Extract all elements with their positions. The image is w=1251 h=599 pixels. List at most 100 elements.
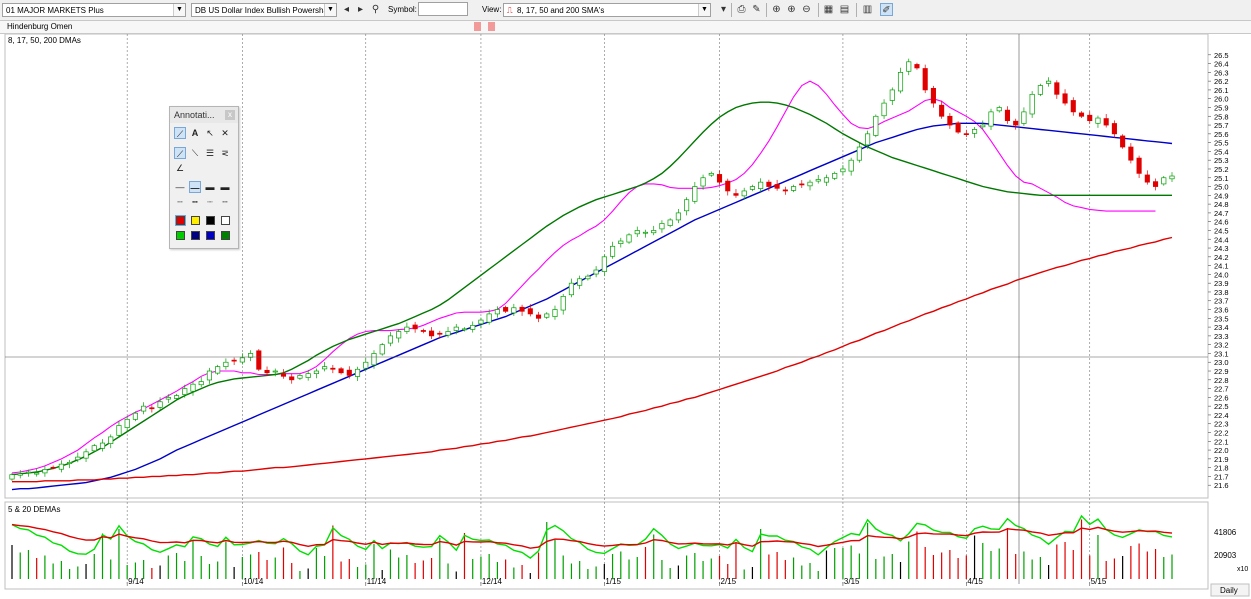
annotation-panel-titlebar[interactable]: Annotati... x: [170, 107, 238, 123]
candle-body: [675, 212, 681, 221]
candle-body: [149, 407, 155, 410]
price-tick-label: 24.4: [1214, 235, 1229, 244]
price-tick-label: 23.4: [1214, 323, 1229, 332]
price-panel-title: 8, 17, 50, 200 DMAs: [8, 36, 81, 45]
dash-dot-line-icon[interactable]: ┅: [192, 197, 198, 207]
candle-body: [132, 412, 138, 420]
chevron-down-icon[interactable]: ▼: [173, 4, 185, 16]
price-tick-label: 22.6: [1214, 393, 1229, 402]
candle-body: [437, 332, 443, 335]
edit-icon[interactable]: ✎: [752, 4, 761, 15]
color-swatch-yellow[interactable]: [191, 216, 200, 225]
line-tool-icon[interactable]: ⟋: [174, 127, 186, 139]
candle-body: [486, 313, 492, 323]
candle-body: [955, 122, 961, 133]
trendline-icon[interactable]: ⟋: [174, 147, 186, 159]
printer-icon[interactable]: ⎙: [737, 4, 746, 15]
list-combo[interactable]: 01 MAJOR MARKETS Plus ▼: [2, 3, 186, 17]
grid-icon[interactable]: ▦: [823, 4, 834, 15]
candle-body: [503, 307, 509, 312]
thin-line-icon[interactable]: —: [175, 182, 185, 192]
sma-50-line: [11, 122, 1173, 491]
candle-body: [420, 330, 426, 332]
annotation-tool-icon[interactable]: ✐: [880, 3, 893, 16]
candle-body: [124, 418, 130, 428]
candle-body: [280, 373, 287, 377]
candle-body: [108, 436, 114, 444]
price-tick-label: 23.0: [1214, 358, 1229, 367]
candle-body: [749, 186, 755, 190]
annotation-panel: Annotati... x ⟋ A ↖ ✕ ⟋ ⟍ ☰ ⋜ ∠ — — ▬ ▬ ┄…: [169, 106, 239, 249]
candle-body: [363, 361, 369, 369]
chevron-down-icon[interactable]: ▼: [324, 4, 336, 16]
chevron-down-icon[interactable]: ▼: [698, 4, 710, 16]
price-tick-label: 25.9: [1214, 103, 1229, 112]
date-tick-label: 1/15: [605, 577, 621, 586]
candle-body: [215, 366, 221, 374]
candle-body: [692, 186, 698, 202]
date-tick-label: 2/15: [721, 577, 737, 586]
binoculars-icon[interactable]: ⚲: [371, 4, 380, 15]
candle-body: [856, 146, 862, 161]
date-tick-label: 3/15: [844, 577, 860, 586]
thick-line-icon[interactable]: ▬: [205, 182, 215, 192]
candle-body: [972, 129, 978, 134]
security-combo-value: DB US Dollar Index Bullish Powershare: [195, 6, 336, 15]
dashed-line-icon[interactable]: ┄: [177, 197, 183, 207]
price-tick-label: 23.8: [1214, 288, 1229, 297]
channel-icon[interactable]: ☰: [205, 148, 215, 158]
candle-body: [1021, 111, 1027, 124]
date-tick-label: 9/14: [128, 577, 144, 586]
next-icon[interactable]: ▸: [357, 4, 364, 15]
candle-body: [470, 324, 476, 330]
color-swatch-red[interactable]: [175, 215, 186, 226]
symbol-input[interactable]: [418, 2, 468, 16]
columns-icon[interactable]: ▥: [862, 4, 873, 15]
candle-body: [708, 173, 714, 176]
fan-icon[interactable]: ⋜: [221, 148, 229, 158]
prev-icon[interactable]: ◂: [343, 4, 350, 15]
list-icon[interactable]: ▤: [839, 4, 850, 15]
security-combo[interactable]: DB US Dollar Index Bullish Powershare ▼: [191, 3, 337, 17]
candle-body: [1087, 114, 1093, 122]
candle-body: [733, 193, 739, 196]
color-swatch-white[interactable]: [221, 216, 230, 225]
candles: [9, 58, 1175, 481]
long-dash-line-icon[interactable]: ╌: [222, 197, 228, 207]
color-swatch-black[interactable]: [206, 216, 215, 225]
price-tick-label: 22.1: [1214, 437, 1229, 446]
candle-body: [807, 181, 813, 187]
candle-body: [182, 388, 188, 395]
candle-body: [404, 326, 410, 332]
dotted-line-icon[interactable]: ┈: [207, 197, 213, 207]
candle-body: [453, 326, 459, 331]
color-swatch-blue[interactable]: [206, 231, 215, 240]
candle-body: [815, 179, 821, 182]
thickest-line-icon[interactable]: ▬: [220, 182, 230, 192]
view-combo[interactable]: ⎍ 8, 17, 50 and 200 SMA's ▼: [503, 3, 711, 17]
medium-line-icon[interactable]: —: [189, 181, 201, 193]
period-box[interactable]: [1210, 583, 1250, 597]
diagonal-line-icon[interactable]: ⟍: [191, 148, 199, 158]
candle-body: [272, 370, 278, 373]
volume-bars: [11, 519, 1173, 579]
pointer-icon[interactable]: ↖: [206, 128, 214, 138]
price-chart[interactable]: 21.621.721.821.922.022.122.222.322.422.5…: [0, 34, 1251, 599]
color-swatch-dark-green[interactable]: [221, 231, 230, 240]
candle-body: [1136, 157, 1142, 174]
symbol-label: Symbol:: [388, 5, 417, 14]
text-tool-icon[interactable]: A: [191, 128, 199, 138]
delete-icon[interactable]: ✕: [221, 128, 229, 138]
down-arrow-icon[interactable]: ▾: [720, 4, 727, 15]
color-swatch-green[interactable]: [176, 231, 185, 240]
sma-200-line: [12, 236, 1173, 483]
price-tick-label: 23.2: [1214, 341, 1229, 350]
angle-icon[interactable]: ∠: [175, 163, 185, 173]
color-swatch-navy[interactable]: [191, 231, 200, 240]
zoom-icon[interactable]: ⊕: [772, 4, 781, 15]
zoom-in-icon[interactable]: ⊕: [787, 4, 796, 15]
candle-body: [9, 474, 15, 480]
zoom-out-icon[interactable]: ⊖: [802, 4, 811, 15]
close-icon[interactable]: x: [225, 110, 235, 120]
separator: [818, 3, 819, 17]
